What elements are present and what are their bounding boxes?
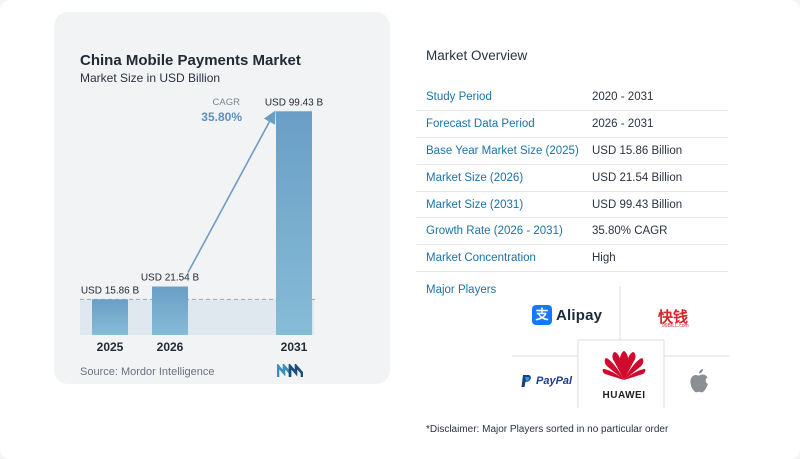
overview-value: 2020 - 2031 [584,84,728,112]
overview-key: Market Concentration [416,244,584,273]
overview-table: Study Period 2020 - 2031 Forecast Data Pe… [416,84,728,273]
overview-value: High [584,244,728,273]
bar-2025 [92,299,128,335]
data-label-2026: USD 21.54 B [141,273,200,284]
overview-key: Base Year Market Size (2025) [416,137,584,165]
data-label-2025: USD 15.86 B [81,285,140,296]
huawei-label: HUAWEI [602,390,646,401]
overview-value: 2026 - 2031 [584,110,728,139]
huawei-logo-icon [602,351,646,380]
overview-key: Market Size (2031) [416,191,584,219]
apple-logo-icon [690,369,708,393]
overview-row: Forecast Data Period 2026 - 2031 [416,110,728,139]
overview-key: Market Size (2026) [416,164,584,192]
overview-key: Growth Rate (2026 - 2031) [416,217,584,246]
alipay-logo-icon: 支 [532,305,552,325]
chart-title: China Mobile Payments Market [80,52,301,69]
overview-value: USD 15.86 Billion [584,137,728,165]
x-tick-2025: 2025 [97,340,124,354]
player-kuaiqian: 快钱 [658,309,689,326]
cagr-value: 35.80% [201,110,242,124]
player-alipay: 支 Alipay [532,305,602,325]
cagr-label: CAGR [213,97,241,108]
overview-row: Growth Rate (2026 - 2031) 35.80% CAGR [416,217,728,246]
overview-row: Market Size (2026) USD 21.54 Billion [416,164,728,192]
overview-key: Study Period [416,84,584,112]
kuaiqian-sublabel: 99BILL.com [662,323,689,329]
player-paypal: PayPal [520,374,572,388]
data-label-2031: USD 99.43 B [265,97,324,108]
x-tick-2026: 2026 [157,340,184,354]
overview-row: Base Year Market Size (2025) USD 15.86 Bi… [416,137,728,165]
cagr-arrow [187,110,276,273]
player-huawei: HUAWEI [596,348,652,401]
overview-row: Market Size (2031) USD 99.43 Billion [416,191,728,219]
bar-2031 [276,111,312,335]
overview-row: Study Period 2020 - 2031 [416,84,728,112]
overview-value: USD 21.54 Billion [584,164,728,192]
paypal-label: PayPal [536,375,573,387]
mordor-logo-icon [277,364,303,377]
paypal-logo-icon [521,375,531,387]
chart-subtitle: Market Size in USD Billion [80,71,221,85]
overview-title: Market Overview [426,48,528,63]
overview-row: Market Concentration High [416,244,728,273]
disclaimer: *Disclaimer: Major Players sorted in no … [426,424,669,435]
overview-value: 35.80% CAGR [584,217,728,246]
players-title: Major Players [426,284,497,296]
overview-key: Forecast Data Period [416,110,584,139]
chart-source: Source: Mordor Intelligence [80,366,215,378]
bar-2026 [152,286,188,335]
overview-value: USD 99.43 Billion [584,191,728,219]
alipay-label: Alipay [556,306,603,324]
x-tick-2031: 2031 [281,340,308,354]
